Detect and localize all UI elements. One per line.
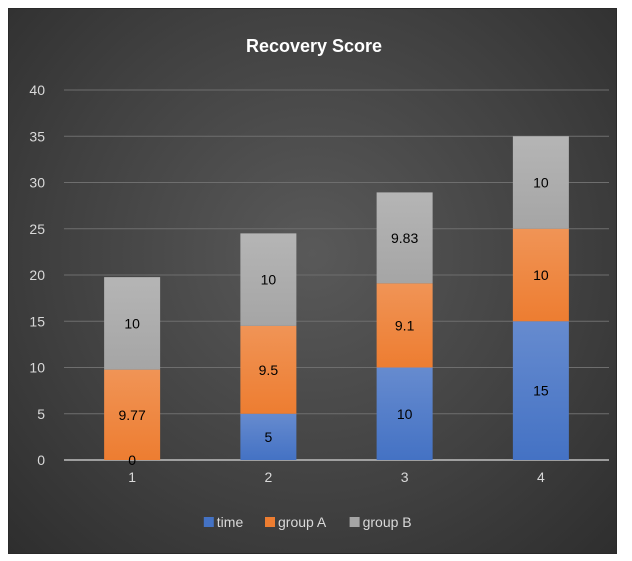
- data-label: 0: [128, 452, 136, 468]
- y-tick-label: 40: [29, 82, 45, 98]
- y-tick-label: 20: [29, 267, 45, 283]
- legend-item: group A: [265, 514, 327, 530]
- data-label: 10: [261, 272, 277, 288]
- bar-segment: [240, 325, 297, 414]
- data-label: 10: [533, 175, 549, 191]
- data-label: 9.5: [259, 362, 279, 378]
- bar-segment: [512, 321, 569, 460]
- bar-segment: [512, 136, 569, 229]
- bar-segment: [240, 413, 297, 460]
- legend-label: group A: [278, 514, 327, 530]
- legend-swatch: [265, 517, 275, 527]
- x-tick-label: 3: [401, 469, 409, 485]
- bar-segment: [376, 283, 433, 368]
- chart-title: Recovery Score: [246, 36, 382, 56]
- data-label: 9.1: [395, 317, 415, 333]
- legend-label: group B: [363, 514, 412, 530]
- y-tick-label: 10: [29, 360, 45, 376]
- bar-segment: [240, 233, 297, 326]
- y-tick-label: 30: [29, 175, 45, 191]
- y-tick-label: 35: [29, 128, 45, 144]
- x-tick-label: 4: [537, 469, 545, 485]
- bar-segment: [376, 192, 433, 284]
- bar-segment: [512, 228, 569, 322]
- data-label: 9.83: [391, 230, 418, 246]
- data-label: 10: [124, 315, 140, 331]
- y-tick-label: 25: [29, 221, 45, 237]
- data-label: 10: [533, 267, 549, 283]
- legend-swatch: [203, 517, 214, 527]
- bar-segment: [376, 367, 433, 460]
- legend-label: time: [217, 514, 244, 530]
- data-label: 10: [397, 406, 413, 422]
- y-tick-label: 0: [37, 452, 45, 468]
- y-tick-label: 5: [37, 406, 45, 422]
- chart-area: Recovery Score 0 5 10 15 20 25 30 35 40 0 9.77 10 5…: [8, 8, 617, 554]
- legend-item: time: [203, 514, 244, 530]
- legend-item: group B: [349, 514, 412, 530]
- stacked-bar-chart: Recovery Score 0 5 10 15 20 25 30 35 40 0 9.77 10 5…: [29, 36, 609, 530]
- data-label: 15: [533, 383, 549, 399]
- bar-segment: [104, 369, 161, 460]
- legend-swatch: [349, 517, 360, 527]
- data-label: 5: [264, 429, 272, 445]
- x-tick-label: 2: [264, 469, 272, 485]
- data-label: 9.77: [119, 407, 146, 423]
- bar-segment: [104, 277, 161, 370]
- y-tick-label: 15: [29, 313, 45, 329]
- x-tick-label: 1: [128, 469, 136, 485]
